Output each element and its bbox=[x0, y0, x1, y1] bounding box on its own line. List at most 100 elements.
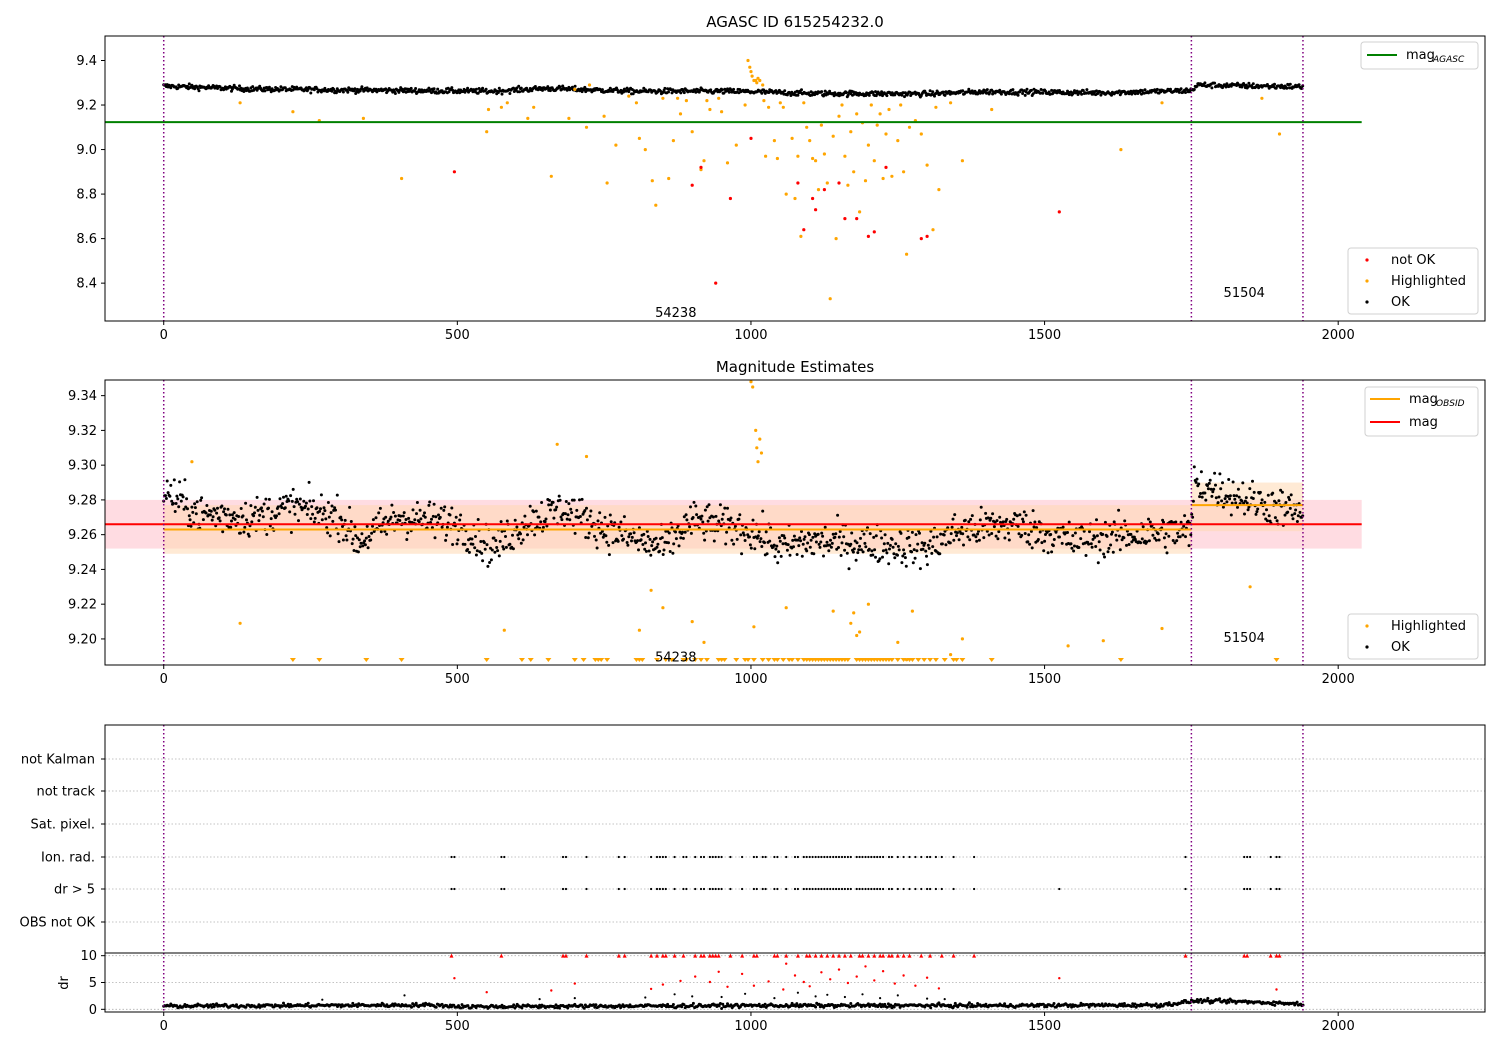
ok-point bbox=[329, 511, 333, 515]
dr-capped-marker bbox=[693, 953, 698, 958]
ok-point bbox=[890, 537, 894, 541]
ok-point bbox=[668, 550, 672, 553]
y-tick-label: 9.26 bbox=[68, 528, 97, 543]
highlighted-point bbox=[486, 107, 491, 112]
ok-point bbox=[1058, 89, 1061, 92]
ok-point bbox=[1085, 88, 1089, 92]
ok-point bbox=[284, 494, 288, 498]
highlighted-lower-limit-marker bbox=[932, 658, 939, 662]
ok-point bbox=[187, 514, 191, 518]
ok-point bbox=[193, 87, 197, 91]
highlighted-point bbox=[717, 96, 721, 100]
ok-point bbox=[691, 1001, 695, 1005]
ok-point bbox=[705, 505, 709, 509]
highlighted-point bbox=[238, 101, 242, 105]
ok-point bbox=[216, 506, 219, 510]
ok-point bbox=[593, 1005, 597, 1009]
not-ok-point bbox=[796, 181, 800, 185]
legend-label-not-ok: not OK bbox=[1391, 253, 1436, 268]
ok-point bbox=[975, 539, 979, 543]
ok-point bbox=[440, 1002, 444, 1006]
ok-point bbox=[304, 501, 308, 505]
ok-point bbox=[706, 519, 710, 523]
ok-point bbox=[215, 1002, 219, 1006]
dr-gt-5-flag-point bbox=[858, 887, 861, 891]
ok-point bbox=[1205, 999, 1209, 1003]
highlighted-point bbox=[790, 136, 794, 140]
highlighted-point bbox=[532, 105, 536, 109]
ok-point bbox=[573, 997, 576, 1000]
ok-point bbox=[515, 525, 519, 529]
not-ok-point bbox=[714, 281, 718, 285]
highlighted-lower-limit-marker bbox=[959, 658, 966, 662]
highlighted-lower-limit-marker bbox=[1117, 658, 1124, 662]
ok-point bbox=[943, 93, 947, 97]
dr-capped-marker bbox=[754, 953, 759, 958]
highlighted-lower-limit-marker bbox=[598, 658, 605, 662]
ok-point bbox=[960, 525, 964, 529]
ok-point bbox=[639, 538, 643, 542]
x-tick-label: 0 bbox=[160, 328, 168, 343]
ok-point bbox=[324, 517, 328, 521]
ok-point bbox=[1016, 93, 1020, 97]
ion-rad-flag-point bbox=[720, 855, 723, 859]
ok-point bbox=[1066, 531, 1069, 534]
highlighted-point bbox=[755, 446, 759, 450]
ok-point bbox=[1294, 508, 1298, 512]
ok-point bbox=[1272, 1000, 1276, 1004]
ok-point bbox=[671, 1003, 675, 1006]
ok-point bbox=[1245, 501, 1249, 505]
ok-point bbox=[992, 525, 996, 529]
ok-point bbox=[1177, 90, 1181, 94]
ok-point bbox=[211, 1002, 215, 1006]
ok-point bbox=[209, 1003, 213, 1007]
ok-point bbox=[433, 536, 437, 540]
ok-point bbox=[845, 551, 849, 555]
ok-point bbox=[849, 542, 853, 546]
ok-point bbox=[768, 539, 772, 543]
ok-point bbox=[969, 1005, 973, 1009]
dr-gt-5-flag-point bbox=[835, 887, 838, 891]
ok-point bbox=[321, 512, 325, 516]
ok-point bbox=[867, 547, 871, 551]
ok-point bbox=[691, 995, 694, 998]
dr-high-point bbox=[679, 979, 682, 983]
ok-point bbox=[241, 514, 245, 518]
panel1-obsid-labels: 54238 51504 bbox=[655, 286, 1265, 321]
ok-point bbox=[842, 535, 846, 539]
ok-point bbox=[1016, 524, 1020, 528]
dr-high-point bbox=[808, 985, 811, 988]
ok-point bbox=[249, 504, 253, 508]
highlighted-lower-limit-marker bbox=[953, 658, 960, 662]
ok-point bbox=[1122, 536, 1126, 540]
ion-rad-flag-point bbox=[741, 855, 744, 859]
ok-point bbox=[1026, 540, 1030, 544]
ok-point bbox=[1246, 508, 1250, 512]
ok-point bbox=[796, 991, 800, 994]
ok-point bbox=[1176, 531, 1180, 535]
ok-point bbox=[647, 549, 651, 553]
ok-point bbox=[361, 544, 365, 548]
panel3-plot-area bbox=[105, 725, 1485, 953]
ok-point bbox=[193, 506, 197, 510]
legend-marker-highlighted bbox=[1365, 624, 1369, 628]
dr-gt-5-flag-point bbox=[673, 887, 676, 891]
dr-capped-marker bbox=[584, 953, 589, 958]
dr-high-point bbox=[802, 980, 805, 984]
ok-point bbox=[541, 88, 544, 92]
ok-point bbox=[963, 518, 967, 522]
ok-point bbox=[622, 515, 626, 519]
dr-capped-marker bbox=[1245, 953, 1250, 958]
ok-point bbox=[1231, 480, 1235, 484]
ok-point bbox=[1182, 524, 1186, 528]
ok-point bbox=[1105, 534, 1109, 538]
ok-point bbox=[738, 513, 742, 517]
ok-point bbox=[619, 520, 623, 524]
ok-point bbox=[497, 554, 501, 558]
ion-rad-flag-point bbox=[1275, 855, 1278, 859]
dr-gt-5-flag-point bbox=[793, 887, 797, 891]
ok-point bbox=[894, 542, 898, 546]
highlighted-point bbox=[887, 107, 891, 112]
ok-point bbox=[695, 513, 699, 517]
